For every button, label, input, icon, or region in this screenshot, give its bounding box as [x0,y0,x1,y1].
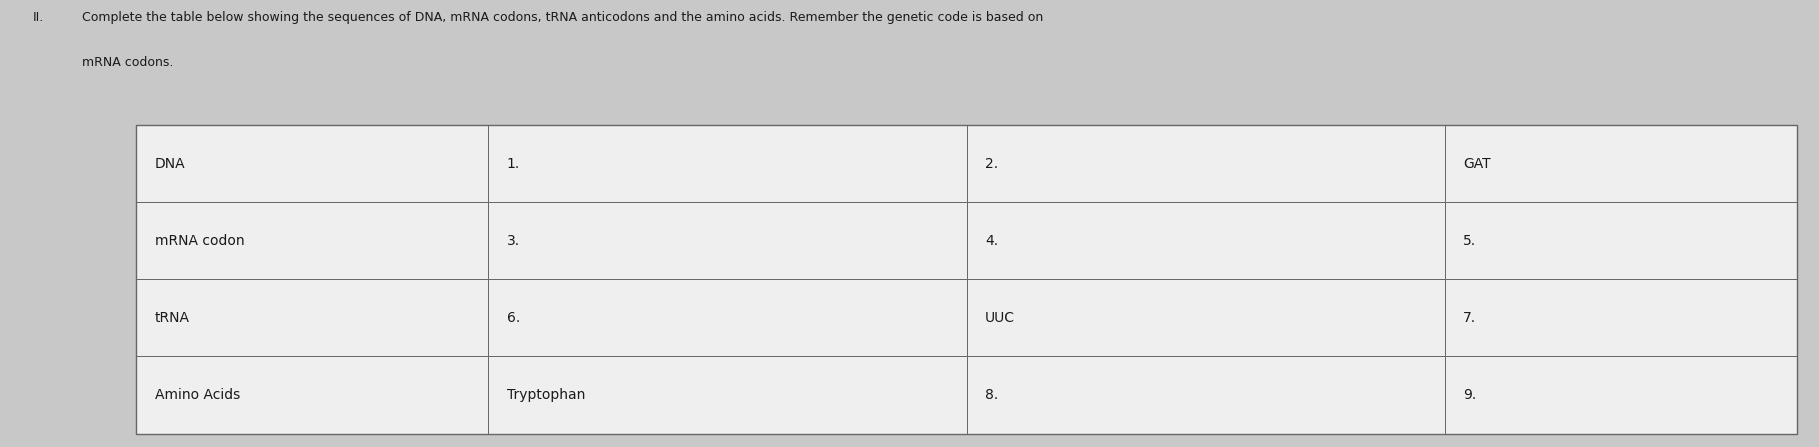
FancyBboxPatch shape [968,202,1444,279]
FancyBboxPatch shape [489,125,968,202]
Text: 7.: 7. [1462,311,1477,325]
FancyBboxPatch shape [136,357,489,434]
FancyBboxPatch shape [968,279,1444,357]
Text: 8.: 8. [986,388,999,402]
Text: UUC: UUC [986,311,1015,325]
FancyBboxPatch shape [136,125,489,202]
FancyBboxPatch shape [1444,357,1797,434]
Text: DNA: DNA [155,157,186,171]
Text: 4.: 4. [986,234,999,248]
FancyBboxPatch shape [489,202,968,279]
FancyBboxPatch shape [968,357,1444,434]
Text: GAT: GAT [1462,157,1492,171]
FancyBboxPatch shape [136,279,489,357]
Text: 5.: 5. [1462,234,1477,248]
Text: 3.: 3. [508,234,520,248]
Text: mRNA codon: mRNA codon [155,234,244,248]
Text: II.: II. [33,11,44,24]
Text: Complete the table below showing the sequences of DNA, mRNA codons, tRNA anticod: Complete the table below showing the seq… [82,11,1042,24]
Text: 2.: 2. [986,157,999,171]
FancyBboxPatch shape [489,279,968,357]
FancyBboxPatch shape [489,357,968,434]
Text: 9.: 9. [1462,388,1477,402]
FancyBboxPatch shape [1444,125,1797,202]
FancyBboxPatch shape [968,125,1444,202]
Text: Tryptophan: Tryptophan [508,388,586,402]
Text: tRNA: tRNA [155,311,189,325]
FancyBboxPatch shape [1444,202,1797,279]
FancyBboxPatch shape [136,202,489,279]
Text: mRNA codons.: mRNA codons. [82,56,173,69]
Text: 6.: 6. [508,311,520,325]
Text: Amino Acids: Amino Acids [155,388,240,402]
Text: 1.: 1. [508,157,520,171]
FancyBboxPatch shape [1444,279,1797,357]
